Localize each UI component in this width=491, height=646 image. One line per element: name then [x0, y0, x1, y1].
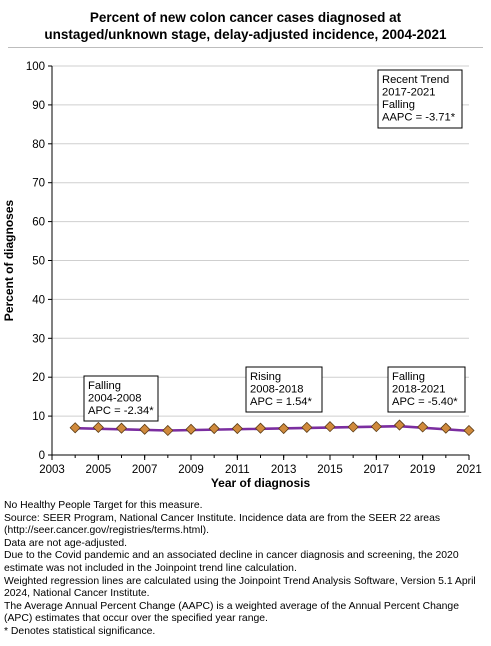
- data-point-2010: [208, 422, 220, 435]
- annotation-text: Recent Trend: [382, 74, 449, 86]
- chart-title-line-2: unstaged/unknown stage, delay-adjusted i…: [44, 27, 447, 42]
- data-point-2006: [115, 422, 128, 434]
- annotation-box-bottom-left: [83, 375, 159, 422]
- x-tick-label: 2021: [456, 464, 482, 476]
- data-point-2007: [139, 423, 151, 435]
- x-tick-label: 2013: [271, 464, 297, 476]
- footnote-5: Weighted regression lines are calculated…: [4, 575, 476, 600]
- data-point-2021: [463, 424, 475, 437]
- annotation-text: Falling: [88, 380, 121, 392]
- annotation-text: APC = -2.34*: [88, 405, 154, 417]
- data-point-2012: [254, 422, 267, 434]
- x-tick-label: 2003: [39, 464, 65, 476]
- annotation-text: 2018-2021: [392, 384, 446, 396]
- chart-title-line-1: Percent of new colon cancer cases diagno…: [89, 10, 402, 25]
- y-tick-label: 20: [32, 372, 45, 384]
- line-chart: 0 10 20 30 40 50 60 70 80 90 100 2003 2005 2007 2009 20…: [2, 61, 482, 490]
- annotation-box-bottom-right: [387, 366, 466, 413]
- footnote-6: The Average Annual Percent Change (AAPC)…: [4, 600, 459, 625]
- annotation-text: APC = 1.54*: [250, 396, 313, 408]
- y-tick-label: 90: [32, 100, 45, 112]
- data-point-2019: [417, 421, 429, 433]
- y-tick-label: 30: [32, 333, 45, 345]
- y-tick-label: 70: [32, 178, 45, 190]
- y-axis-title: Percent of diagnoses: [2, 199, 16, 321]
- y-tick-label: 10: [32, 411, 45, 423]
- y-tick-label: 80: [32, 139, 45, 151]
- data-point-2011: [231, 422, 243, 435]
- x-tick-label: 2009: [178, 464, 204, 476]
- x-tick-label: 2007: [132, 464, 158, 476]
- data-point-2005: [92, 421, 104, 433]
- annotation-text: Falling: [382, 99, 415, 111]
- data-point-2020: [440, 422, 452, 434]
- y-tick-label: 0: [39, 450, 45, 462]
- footnote-3: Data are not age-adjusted.: [4, 537, 128, 549]
- y-tick-label: 40: [32, 294, 45, 306]
- x-tick-label: 2017: [364, 464, 390, 476]
- data-point-2004: [69, 422, 81, 434]
- x-axis-title: Year of diagnosis: [211, 476, 311, 490]
- y-tick-label: 50: [32, 256, 45, 268]
- footnote-1: No Healthy People Target for this measur…: [4, 500, 203, 511]
- data-point-2017: [370, 421, 382, 433]
- footnote-4: Due to the Covid pandemic and an associa…: [4, 550, 459, 574]
- annotation-text: Rising: [250, 371, 281, 383]
- annotation-text: APC = -5.40*: [392, 396, 458, 408]
- data-point-2008: [162, 424, 174, 437]
- annotation-text: Falling: [392, 371, 425, 383]
- annotation-text: 2017-2021: [382, 87, 436, 99]
- x-tick-label: 2019: [410, 464, 436, 476]
- annotation-text: 2008-2018: [250, 384, 304, 396]
- footnote-2: Source: SEER Program, National Cancer In…: [4, 512, 441, 537]
- y-tick-label: 60: [32, 217, 45, 229]
- data-point-2016: [347, 421, 359, 433]
- data-point-2014: [301, 421, 313, 433]
- x-tick-label: 2015: [317, 464, 343, 476]
- chart-title: Percent of new colon cancer cases diagno…: [0, 9, 491, 43]
- annotation-box-top-right: [377, 69, 463, 129]
- x-tick-label: 2005: [86, 464, 112, 476]
- y-tick-label: 100: [26, 61, 45, 73]
- annotation-box-bottom-center: [245, 366, 323, 413]
- footnotes: No Healthy People Target for this measur…: [4, 500, 488, 639]
- data-point-2018: [393, 419, 406, 431]
- data-point-2009: [185, 423, 197, 435]
- annotation-text: AAPC = -3.71*: [382, 112, 456, 124]
- title-divider: [8, 47, 483, 48]
- annotation-text: 2004-2008: [88, 393, 142, 405]
- footnote-7: * Denotes statistical significance.: [4, 625, 156, 637]
- data-point-2013: [278, 422, 290, 435]
- data-point-2015: [324, 421, 336, 433]
- x-tick-label: 2011: [225, 464, 250, 476]
